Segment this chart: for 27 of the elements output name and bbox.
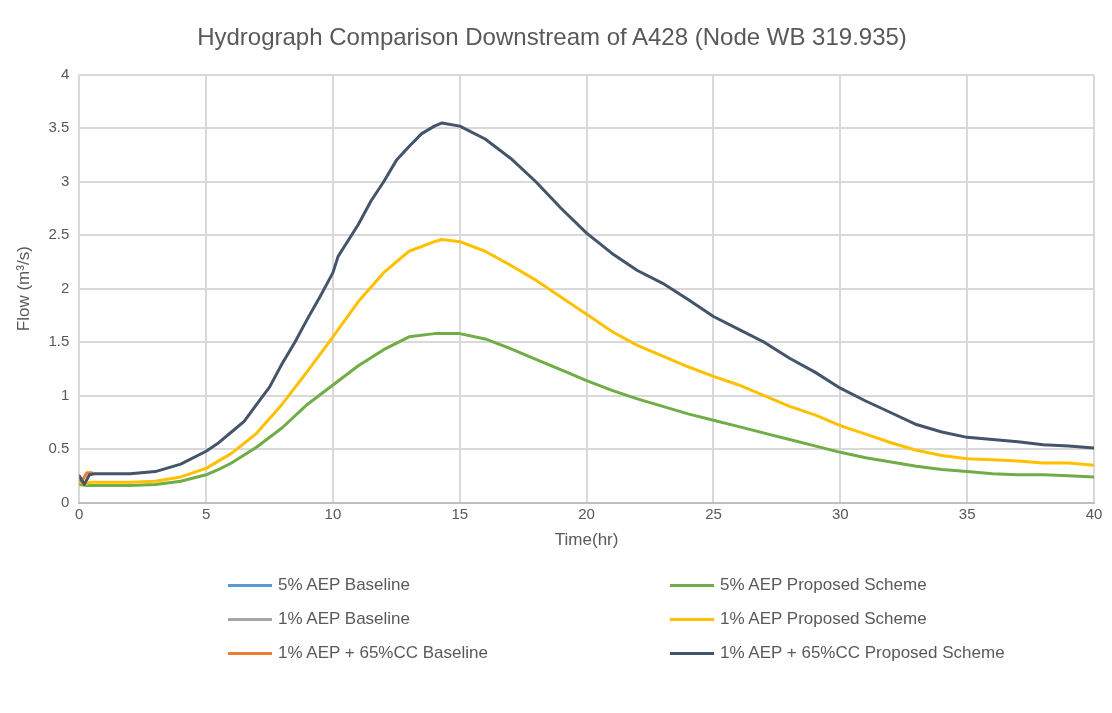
legend-label: 1% AEP Baseline — [278, 609, 410, 629]
x-tick-label: 15 — [451, 504, 469, 522]
x-tick-label: 0 — [75, 504, 84, 522]
x-tick-label: 35 — [958, 504, 976, 522]
legend-label: 5% AEP Proposed Scheme — [720, 575, 927, 595]
y-tick-label: 1.5 — [48, 332, 70, 350]
x-tick-label: 40 — [1085, 504, 1103, 522]
y-tick-label: 2 — [60, 278, 70, 296]
y-tick-label: 0 — [60, 492, 70, 510]
x-tick-label: 5 — [201, 504, 211, 522]
y-tick-label: 1 — [60, 385, 70, 403]
x-tick-label: 25 — [705, 504, 722, 522]
y-tick-label: 2.5 — [48, 225, 70, 243]
y-axis-title: Flow (m³/s) — [13, 246, 33, 332]
legend-label: 5% AEP Baseline — [278, 575, 410, 595]
legend-label: 1% AEP + 65%CC Baseline — [278, 643, 488, 663]
legend-label: 1% AEP + 65%CC Proposed Scheme — [720, 643, 1005, 663]
x-tick-label: 20 — [578, 504, 595, 522]
x-axis-title: Time(hr) — [554, 530, 619, 550]
x-tick-label: 10 — [324, 504, 342, 522]
x-tick-label: 30 — [831, 504, 849, 522]
legend-label: 1% AEP Proposed Scheme — [720, 609, 927, 629]
y-tick-label: 3 — [60, 171, 70, 189]
y-tick-label: 4 — [60, 64, 70, 82]
chart-title: Hydrograph Comparison Downstream of A428 (Node WB 319.935) — [197, 23, 907, 51]
y-tick-label: 3.5 — [48, 118, 70, 136]
y-tick-label: 0.5 — [48, 439, 70, 457]
